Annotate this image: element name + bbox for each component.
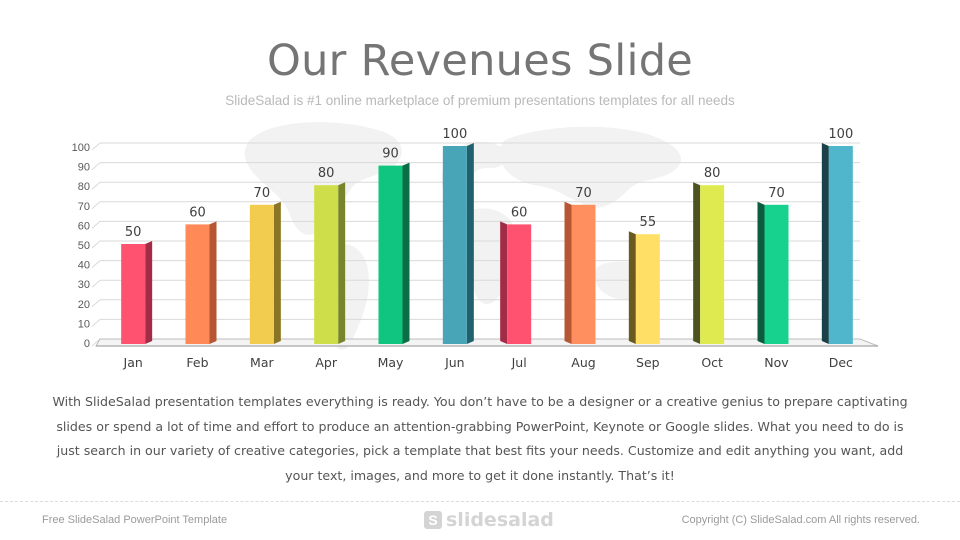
data-label: 80 xyxy=(704,166,721,181)
bar-face xyxy=(635,234,660,344)
data-label: 70 xyxy=(254,186,271,201)
data-label: 80 xyxy=(318,166,335,181)
data-label: 55 xyxy=(640,215,657,230)
bar-face xyxy=(442,146,467,344)
x-tick-label: Feb xyxy=(186,355,208,370)
bar-dec xyxy=(821,143,853,344)
bar-apr xyxy=(314,182,346,344)
gridline-depth xyxy=(91,299,101,308)
bar-side xyxy=(402,162,410,344)
slidesalad-logo-text: slidesalad xyxy=(446,509,554,531)
bar-nov xyxy=(757,201,789,344)
x-tick-label: Nov xyxy=(764,355,789,370)
x-tick-label: Dec xyxy=(829,355,853,370)
bar-face xyxy=(185,224,210,344)
bar-may xyxy=(378,162,410,344)
slide-title: Our Revenues Slide xyxy=(266,36,694,86)
bar-side xyxy=(145,241,153,344)
bar-face xyxy=(828,146,853,344)
gridline-depth xyxy=(91,319,101,327)
data-label: 100 xyxy=(442,127,467,142)
bar-jul xyxy=(500,221,532,344)
y-tick-label: 30 xyxy=(78,279,90,291)
bar-face xyxy=(249,204,274,344)
footer-divider xyxy=(0,501,960,502)
y-tick-label: 70 xyxy=(78,201,90,213)
bar-side xyxy=(338,182,346,344)
bar-face xyxy=(764,204,789,344)
gridline-depth xyxy=(91,260,101,268)
y-tick-label: 100 xyxy=(72,142,90,154)
footer-template-label: Free SlideSalad PowerPoint Template xyxy=(42,514,228,526)
x-tick-label: Apr xyxy=(315,355,337,370)
gridline-depth xyxy=(91,240,101,249)
gridline-depth xyxy=(91,338,101,347)
bar-face xyxy=(700,185,725,344)
bar-oct xyxy=(693,182,725,344)
gridline-depth xyxy=(91,279,101,288)
bar-jun xyxy=(442,143,474,344)
x-tick-label: Jul xyxy=(511,355,527,370)
bar-side xyxy=(466,143,474,344)
y-tick-label: 10 xyxy=(78,318,90,330)
gridline-depth xyxy=(91,201,101,210)
data-label: 70 xyxy=(768,186,785,201)
slidesalad-logo: S slidesalad xyxy=(424,509,554,531)
data-label: 60 xyxy=(189,205,206,220)
bar-mar xyxy=(249,201,281,344)
y-tick-label: 60 xyxy=(78,220,90,232)
revenue-bar-chart: 0 10 20 30 40 50 60 70 80 90 100 50 Jan 60 Feb 70 Mar 80… xyxy=(72,122,879,370)
data-label: 90 xyxy=(382,147,399,162)
bar-sep xyxy=(628,231,660,344)
bar-side xyxy=(209,221,217,344)
y-tick-label: 50 xyxy=(78,240,90,252)
bar-face xyxy=(571,204,596,344)
bar-face xyxy=(314,185,339,344)
bar-side xyxy=(500,221,508,344)
bar-side xyxy=(821,143,829,344)
bar-aug xyxy=(564,201,596,344)
y-tick-label: 90 xyxy=(78,162,90,174)
gridline-depth xyxy=(91,142,101,151)
body-paragraph: With SlideSalad presentation templates e… xyxy=(52,394,908,483)
bar-face xyxy=(378,165,403,344)
bar-side xyxy=(757,201,765,344)
x-tick-label: Oct xyxy=(701,355,723,370)
x-tick-label: Jun xyxy=(444,355,465,370)
y-tick-label: 0 xyxy=(84,338,90,350)
y-tick-label: 80 xyxy=(78,181,90,193)
slide-subtitle: SlideSalad is #1 online marketplace of p… xyxy=(225,93,735,108)
x-tick-label: May xyxy=(378,355,404,370)
x-tick-label: Aug xyxy=(571,355,595,370)
bar-side xyxy=(564,201,572,344)
gridline-depth xyxy=(91,221,101,229)
x-tick-label: Mar xyxy=(250,355,274,370)
x-tick-label: Sep xyxy=(636,355,660,370)
bar-jan xyxy=(121,241,153,344)
bar-side xyxy=(693,182,701,344)
x-tick-label: Jan xyxy=(123,355,143,370)
bar-feb xyxy=(185,221,217,344)
bar-face xyxy=(121,244,146,344)
y-tick-label: 20 xyxy=(78,299,90,311)
data-label: 60 xyxy=(511,205,528,220)
gridline-depth xyxy=(91,162,101,170)
data-label: 100 xyxy=(828,127,853,142)
slidesalad-logo-mark: S xyxy=(424,511,442,529)
bar-side xyxy=(628,231,636,344)
bar-side xyxy=(273,201,281,344)
data-label: 70 xyxy=(575,186,592,201)
bar-face xyxy=(507,224,532,344)
gridline-depth xyxy=(91,181,101,190)
data-label: 50 xyxy=(125,225,142,240)
y-tick-label: 40 xyxy=(78,260,90,272)
footer-copyright: Copyright (C) SlideSalad.com All rights … xyxy=(681,514,920,526)
